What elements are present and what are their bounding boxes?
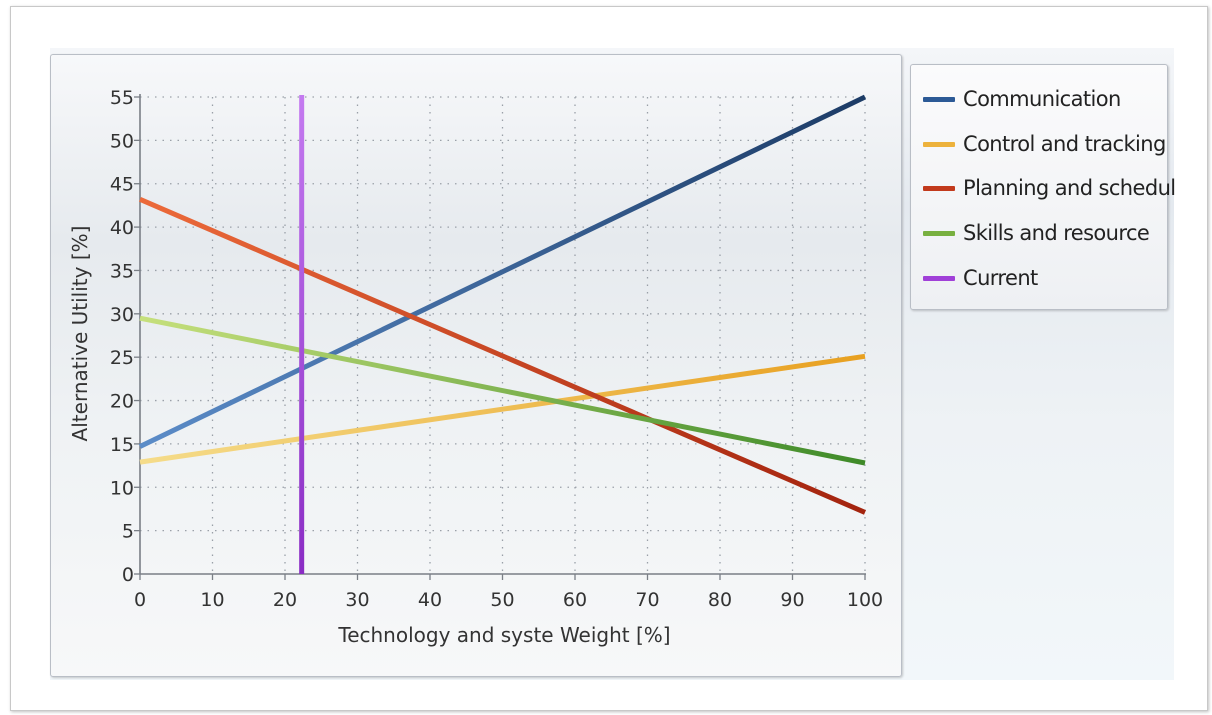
legend-swatch xyxy=(923,230,955,236)
y-tick-label: 40 xyxy=(110,217,134,239)
y-tick-label: 25 xyxy=(110,347,134,369)
x-tick-label: 30 xyxy=(345,589,369,611)
legend-label: Communication xyxy=(963,87,1121,111)
x-axis-label: Technology and syste Weight [%] xyxy=(337,623,670,647)
axes xyxy=(134,94,866,580)
y-tick-label: 15 xyxy=(110,434,134,456)
y-tick-label: 45 xyxy=(110,174,134,196)
plot-panel xyxy=(50,54,902,677)
legend-item-communication[interactable]: Communication xyxy=(923,84,1121,114)
legend-label: Current xyxy=(963,266,1038,290)
x-tick-label: 60 xyxy=(563,589,587,611)
series-line-planning-and-schedul xyxy=(139,197,866,515)
series-line-communication xyxy=(138,94,867,449)
legend-label: Planning and schedul xyxy=(963,176,1176,200)
series-line-skills-and-resource xyxy=(139,315,866,466)
x-tick-label: 50 xyxy=(490,589,514,611)
x-tick-label: 100 xyxy=(847,589,883,611)
x-tick-label: 80 xyxy=(708,589,732,611)
legend-item-control-and-tracking[interactable]: Control and tracking xyxy=(923,129,1166,159)
legend-label: Control and tracking xyxy=(963,132,1166,156)
legend-label: Skills and resource xyxy=(963,221,1150,245)
series-lines xyxy=(138,94,867,515)
legend-swatch xyxy=(923,185,955,191)
y-tick-label: 0 xyxy=(122,564,134,586)
legend-swatch xyxy=(923,275,955,281)
series-line-control-and-tracking xyxy=(139,353,866,465)
y-tick-label: 35 xyxy=(110,260,134,282)
x-tick-label: 0 xyxy=(134,589,146,611)
x-tick-label: 40 xyxy=(418,589,442,611)
y-tick-label: 55 xyxy=(110,87,134,109)
legend-swatch xyxy=(923,96,955,102)
tick-labels: 0 10 20 30 40 50 60 70 80 90 100 0 5 10 15 20 25 30 35 40 45… xyxy=(110,87,883,611)
legend-item-planning-and-schedul[interactable]: Planning and schedul xyxy=(923,173,1176,203)
x-tick-label: 90 xyxy=(780,589,804,611)
y-axis-label: Alternative Utility [%] xyxy=(68,226,92,442)
x-tick-label: 70 xyxy=(635,589,659,611)
y-tick-label: 10 xyxy=(110,477,134,499)
y-tick-label: 5 xyxy=(122,521,134,543)
legend-swatch xyxy=(923,141,955,147)
x-tick-label: 10 xyxy=(200,589,224,611)
grid-lines xyxy=(140,96,866,574)
x-tick-label: 20 xyxy=(273,589,297,611)
y-tick-label: 30 xyxy=(110,304,134,326)
y-tick-label: 50 xyxy=(110,130,134,152)
legend-item-current[interactable]: Current xyxy=(923,263,1038,293)
legend-item-skills-and-resource[interactable]: Skills and resource xyxy=(923,218,1150,248)
y-tick-label: 20 xyxy=(110,391,134,413)
legend: Communication Control and tracking Plann… xyxy=(910,64,1176,310)
